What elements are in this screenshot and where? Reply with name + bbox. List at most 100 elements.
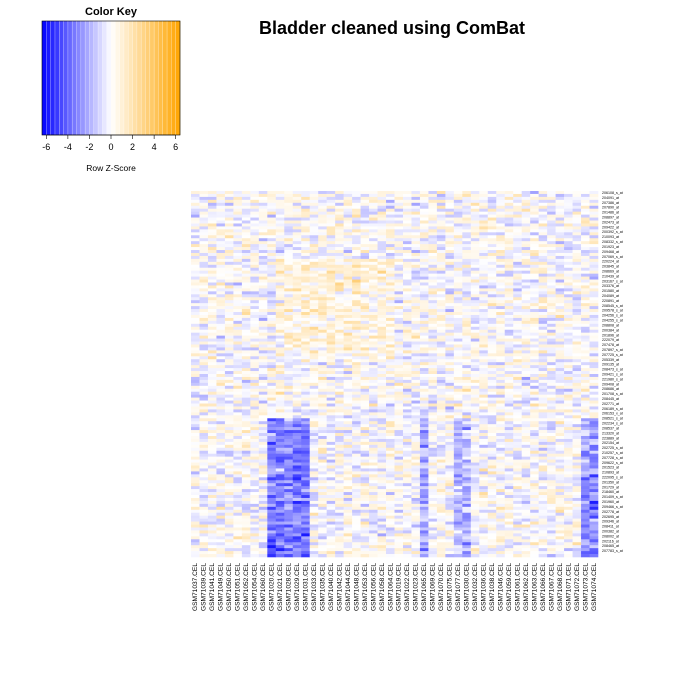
heatmap-cell [462, 462, 472, 466]
heatmap-cell [555, 285, 565, 289]
heatmap-cell [572, 415, 582, 419]
heatmap-cell [572, 435, 582, 440]
heatmap-cell [360, 294, 370, 298]
heatmap-cell [581, 444, 590, 449]
heatmap-cell [589, 344, 599, 348]
heatmap-cell [250, 430, 260, 434]
heatmap-cell [538, 453, 548, 457]
heatmap-cell [309, 471, 319, 475]
heatmap-cell [199, 459, 209, 463]
heatmap-cell [479, 309, 489, 313]
heatmap-cell [369, 403, 378, 407]
heatmap-cell [402, 202, 412, 207]
heatmap-cell [411, 238, 421, 242]
heatmap-cell [343, 288, 353, 292]
heatmap-cell [360, 382, 370, 387]
heatmap-cell [275, 489, 285, 493]
heatmap-cell [301, 285, 311, 289]
heatmap-cell [538, 376, 548, 381]
heatmap-cell [216, 300, 226, 304]
heatmap-cell [513, 273, 522, 277]
heatmap-cell [428, 273, 438, 277]
heatmap-cell [369, 447, 378, 452]
heatmap-cell [589, 391, 599, 395]
heatmap-cell [453, 444, 463, 449]
heatmap-cell [275, 341, 285, 345]
heatmap-cell [369, 199, 378, 204]
heatmap-cell [572, 252, 582, 257]
heatmap-cell [275, 462, 285, 466]
heatmap-cell [487, 255, 497, 260]
heatmap-cell [258, 477, 268, 481]
heatmap-cell [199, 409, 209, 413]
heatmap-cell [301, 424, 311, 428]
heatmap-cell [343, 441, 353, 446]
heatmap-cell [224, 255, 234, 260]
heatmap-cell [470, 462, 480, 466]
heatmap-cell [284, 250, 294, 254]
heatmap-cell [419, 365, 429, 369]
heatmap-cell [284, 459, 294, 463]
heatmap-cell [267, 444, 277, 449]
heatmap-cell [445, 255, 455, 260]
heatmap-cell [411, 435, 421, 440]
heatmap-cell [487, 320, 497, 325]
heatmap-cell [402, 247, 412, 251]
heatmap-cell [241, 191, 251, 195]
heatmap-cell [292, 374, 302, 378]
heatmap-cell [207, 418, 217, 422]
heatmap-cell [555, 317, 565, 322]
heatmap-cell [394, 276, 404, 280]
heatmap-cell [216, 220, 226, 224]
heatmap-cell [284, 489, 294, 493]
heatmap-cell [504, 252, 514, 257]
heatmap-cell [386, 291, 395, 295]
heatmap-cell [224, 385, 234, 390]
heatmap-cell [199, 468, 209, 472]
heatmap-cell [445, 409, 455, 413]
heatmap-cell [487, 191, 497, 195]
heatmap-cell [496, 356, 506, 360]
heatmap-cell [292, 338, 302, 342]
heatmap-cell [513, 238, 522, 242]
heatmap-cell [318, 394, 327, 398]
heatmap-cell [496, 329, 506, 333]
heatmap-cell [496, 371, 506, 375]
heatmap-cell [369, 323, 378, 328]
heatmap-cell [411, 312, 421, 316]
heatmap-cell [343, 350, 353, 354]
heatmap-cell [301, 244, 311, 248]
heatmap-cell [419, 379, 429, 384]
heatmap-cell [572, 294, 582, 298]
heatmap-cell [462, 202, 472, 207]
heatmap-cell [411, 285, 421, 289]
heatmap-cell [292, 418, 302, 422]
heatmap-cell [267, 427, 277, 431]
heatmap-cell [386, 456, 395, 460]
heatmap-cell [199, 300, 209, 304]
heatmap-cell [555, 191, 565, 195]
heatmap-cell [555, 294, 565, 298]
heatmap-cell [428, 217, 438, 221]
heatmap-cell [292, 409, 302, 413]
heatmap-cell [479, 368, 489, 372]
heatmap-cell [453, 261, 463, 266]
heatmap-cell [581, 356, 590, 360]
heatmap-cell [453, 255, 463, 260]
heatmap-cell [470, 300, 480, 304]
heatmap-cell [284, 202, 294, 207]
heatmap-cell [564, 418, 573, 422]
heatmap-cell [555, 297, 565, 301]
heatmap-cell [191, 332, 200, 336]
heatmap-cell [530, 338, 539, 342]
heatmap-cell [581, 314, 590, 319]
heatmap-cell [352, 285, 361, 289]
heatmap-cell [377, 220, 387, 224]
heatmap-cell [352, 430, 361, 434]
heatmap-cell [496, 453, 506, 457]
heatmap-cell [504, 205, 514, 210]
heatmap-cell [496, 415, 506, 419]
heatmap-cell [335, 332, 344, 336]
heatmap-cell [419, 208, 429, 212]
heatmap-cell [470, 273, 480, 277]
